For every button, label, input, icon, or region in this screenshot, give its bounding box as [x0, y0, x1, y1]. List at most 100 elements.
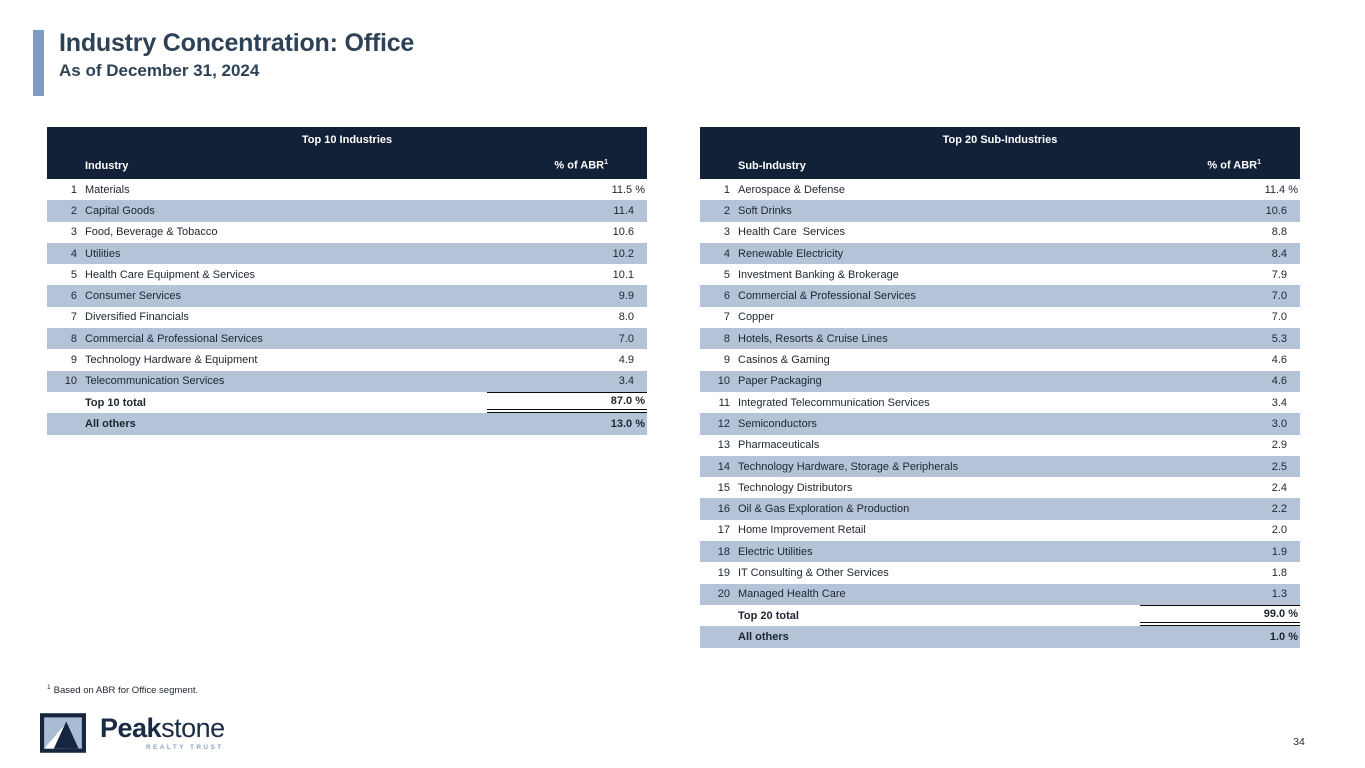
- title-accent-bar: [33, 30, 44, 96]
- total-label: Top 20 total: [738, 609, 799, 622]
- table-row: 2 Capital Goods 11.4: [47, 200, 647, 222]
- row-label: Health Care Equipment & Services: [85, 268, 255, 281]
- table-row: 5 Health Care Equipment & Services 10.1: [47, 264, 647, 286]
- row-value: 3.4: [1271, 396, 1287, 409]
- row-value: 4.9: [618, 354, 634, 367]
- row-value: 9.9: [618, 290, 634, 303]
- row-rank: 14: [717, 460, 730, 473]
- row-label: Casinos & Gaming: [738, 354, 830, 367]
- peakstone-mountain-icon: [40, 713, 86, 753]
- others-value: 1.0 %: [1269, 630, 1298, 643]
- top-10-industries-table: Top 10 Industries Industry % of ABR1 1 Ma…: [47, 127, 647, 435]
- row-rank: 5: [70, 268, 77, 281]
- page-number: 34: [1293, 736, 1305, 748]
- row-rank: 12: [717, 417, 730, 430]
- row-label: Utilities: [85, 247, 121, 260]
- row-rank: 11: [718, 396, 730, 409]
- row-label: Home Improvement Retail: [738, 524, 866, 537]
- table-row: 14 Technology Hardware, Storage & Periphe…: [700, 455, 1300, 478]
- page-subtitle: As of December 31, 2024: [59, 60, 260, 80]
- row-rank: 6: [723, 290, 730, 303]
- row-rank: 10: [64, 375, 77, 388]
- page-title: Industry Concentration: Office: [59, 29, 415, 57]
- row-value: 2.5: [1271, 460, 1287, 473]
- table-row: 3 Food, Beverage & Tobacco 10.6: [47, 221, 647, 243]
- footnote-text: Based on ABR for Office segment.: [53, 685, 199, 697]
- row-value: 4.6: [1271, 354, 1287, 367]
- row-value: 4.6: [1271, 375, 1287, 388]
- row-value: 11.5 %: [611, 183, 645, 196]
- row-value: 11.4 %: [1264, 183, 1298, 196]
- row-value: 8.0: [618, 311, 634, 324]
- row-value: 1.9: [1271, 545, 1287, 558]
- row-label: Oil & Gas Exploration & Production: [738, 503, 910, 516]
- column-header-abr: % of ABR1: [554, 159, 608, 172]
- logo-tagline: REALTY TRUST: [145, 744, 224, 751]
- total-row: Top 10 total 87.0 %: [47, 391, 647, 414]
- table-row: 4 Renewable Electricity 8.4: [700, 242, 1300, 265]
- table-title: Top 20 Sub-Industries: [700, 127, 1300, 152]
- row-value: 1.3: [1271, 588, 1287, 601]
- table-row: 13 Pharmaceuticals 2.9: [700, 434, 1300, 456]
- row-value: 2.9: [1271, 439, 1287, 452]
- row-rank: 3: [723, 226, 730, 239]
- row-value: 7.0: [1271, 311, 1287, 324]
- row-rank: 2: [723, 204, 730, 217]
- row-label: Investment Banking & Brokerage: [738, 268, 899, 281]
- table-row: 3 Health Care Services 8.8: [700, 221, 1300, 243]
- row-rank: 8: [723, 332, 730, 345]
- column-header-abr: % of ABR1: [1207, 159, 1261, 172]
- row-rank: 4: [70, 247, 77, 260]
- row-rank: 10: [717, 375, 730, 388]
- table-body: 1 Aerospace & Defense 11.4 % 2 Soft Drinks 10…: [700, 179, 1300, 605]
- table-row: 7 Copper 7.0: [700, 306, 1300, 329]
- table-row: 5 Investment Banking & Brokerage 7.9: [700, 264, 1300, 286]
- row-label: Diversified Financials: [85, 311, 189, 324]
- row-value: 7.0: [1271, 290, 1287, 303]
- total-value: 99.0 %: [1140, 604, 1300, 627]
- table-row: 16 Oil & Gas Exploration & Production 2.2: [700, 498, 1300, 520]
- row-label: Semiconductors: [738, 417, 817, 430]
- row-value: 3.4: [618, 375, 634, 388]
- row-value: 5.3: [1271, 332, 1287, 345]
- table-header-row: Industry % of ABR1: [47, 152, 647, 179]
- row-rank: 7: [70, 311, 77, 324]
- row-rank: 18: [717, 545, 730, 558]
- row-label: Integrated Telecommunication Services: [738, 396, 930, 409]
- total-label: Top 10 total: [85, 396, 146, 409]
- row-label: Technology Distributors: [738, 481, 853, 494]
- row-rank: 6: [70, 290, 77, 303]
- row-label: Aerospace & Defense: [738, 183, 846, 196]
- row-value: 10.2: [612, 247, 634, 260]
- row-label: Pharmaceuticals: [738, 439, 820, 452]
- row-label: Capital Goods: [85, 204, 155, 217]
- row-value: 10.6: [1265, 204, 1287, 217]
- row-rank: 4: [723, 247, 730, 260]
- row-label: Commercial & Professional Services: [85, 332, 263, 345]
- table-row: 1 Aerospace & Defense 11.4 %: [700, 179, 1300, 201]
- table-row: 17 Home Improvement Retail 2.0: [700, 519, 1300, 542]
- table-row: 2 Soft Drinks 10.6: [700, 200, 1300, 222]
- row-rank: 8: [70, 332, 77, 345]
- table-row: 10 Paper Packaging 4.6: [700, 370, 1300, 392]
- table-row: 18 Electric Utilities 1.9: [700, 541, 1300, 563]
- table-title: Top 10 Industries: [47, 127, 647, 152]
- row-label: Renewable Electricity: [738, 247, 844, 260]
- row-rank: 5: [723, 268, 730, 281]
- row-label: Copper: [738, 311, 775, 324]
- table-body: 1 Materials 11.5 % 2 Capital Goods 11.4 3 Food,…: [47, 179, 647, 392]
- title-block: Industry Concentration: Office As of Dec…: [33, 29, 415, 96]
- row-value: 10.6: [612, 226, 634, 239]
- row-value: 1.8: [1271, 566, 1287, 579]
- row-label: Paper Packaging: [738, 375, 822, 388]
- row-rank: 16: [717, 503, 730, 516]
- row-value: 10.1: [612, 268, 634, 281]
- table-row: 20 Managed Health Care 1.3: [700, 583, 1300, 605]
- table-row: 12 Semiconductors 3.0: [700, 413, 1300, 435]
- all-others-row: All others 1.0 %: [700, 626, 1300, 648]
- logo-brand-bold: Peak: [100, 713, 162, 743]
- row-value: 8.8: [1271, 226, 1287, 239]
- all-others-row: All others 13.0 %: [47, 413, 647, 435]
- row-label: Consumer Services: [85, 290, 181, 303]
